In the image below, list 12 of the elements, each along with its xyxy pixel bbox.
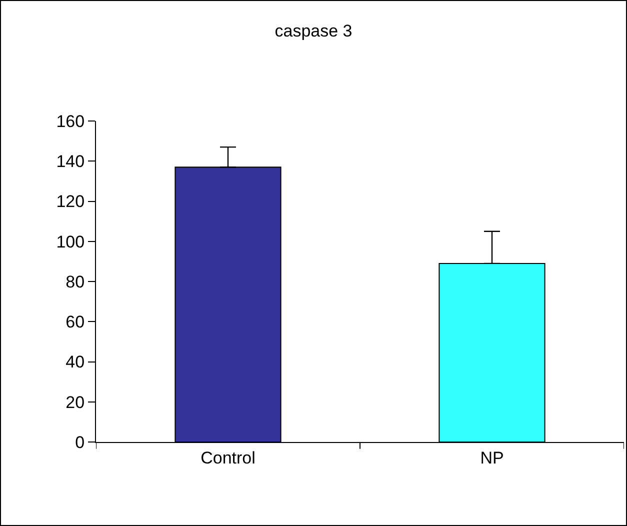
y-tick-label: 0 — [75, 432, 85, 452]
y-tick-label: 160 — [56, 112, 85, 131]
y-tick-label: 40 — [66, 352, 85, 372]
chart-title: caspase 3 — [274, 21, 352, 40]
y-tick-label: 20 — [66, 392, 85, 412]
y-tick-label: 120 — [56, 192, 85, 212]
y-tick-label: 80 — [66, 272, 85, 292]
x-tick-label: Control — [200, 448, 256, 468]
x-tick-label: NP — [480, 448, 504, 468]
y-tick-label: 100 — [56, 232, 85, 252]
y-tick-label: 60 — [66, 312, 85, 332]
y-tick-label: 140 — [56, 152, 85, 172]
